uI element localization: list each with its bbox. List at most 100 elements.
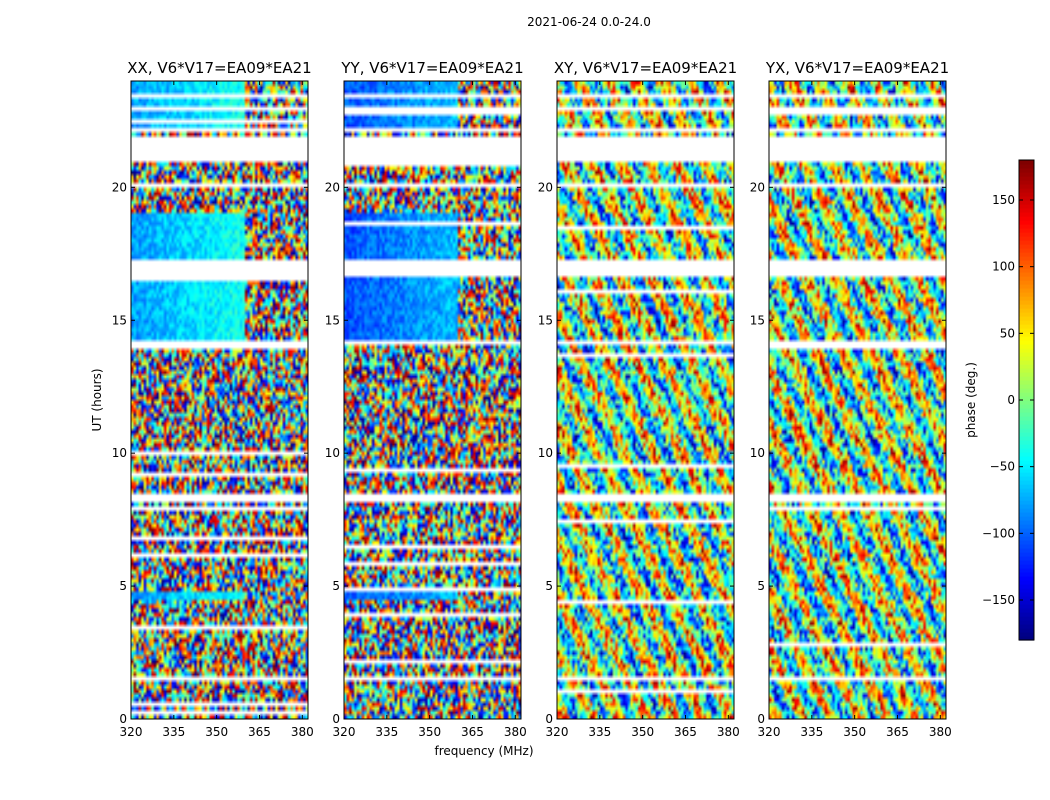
x-tick-label: 320 <box>546 725 569 739</box>
colorbar-segment <box>1019 396 1034 401</box>
colorbar-segment <box>1019 596 1034 601</box>
colorbar-segment <box>1019 628 1034 633</box>
colorbar-segment <box>1019 492 1034 497</box>
colorbar-segment <box>1019 432 1034 437</box>
panel-3: YX, V6*V17=EA09*EA21 320 335 350 365 380 0 5 10 1… <box>750 59 952 739</box>
colorbar-segment <box>1019 520 1034 525</box>
colorbar-segment <box>1019 484 1034 489</box>
y-tick-label: 10 <box>538 446 553 460</box>
colorbar-segment <box>1019 540 1034 545</box>
colorbar-segment <box>1019 632 1034 637</box>
colorbar-segment <box>1019 384 1034 389</box>
colorbar-segment <box>1019 188 1034 193</box>
colorbar-segment <box>1019 176 1034 181</box>
colorbar-segment <box>1019 252 1034 257</box>
x-tick-label: 320 <box>758 725 781 739</box>
panel-2: XY, V6*V17=EA09*EA21 320 335 350 365 380 0 5 10 1… <box>538 59 740 739</box>
x-tick-label: 335 <box>162 725 185 739</box>
x-tick-label: 365 <box>886 725 909 739</box>
colorbar-segment <box>1019 456 1034 461</box>
colorbar-segment <box>1019 240 1034 245</box>
colorbar-segment <box>1019 408 1034 413</box>
colorbar-segment <box>1019 204 1034 209</box>
y-tick-label: 15 <box>325 313 340 327</box>
colorbar-segment <box>1019 164 1034 169</box>
y-tick-label: 10 <box>750 446 765 460</box>
colorbar-segment <box>1019 220 1034 225</box>
colorbar: −150 −100 −50 0 50 100 150 <box>982 159 1035 641</box>
colorbar-segment <box>1019 392 1034 397</box>
colorbar-segment <box>1019 592 1034 597</box>
colorbar-segment <box>1019 400 1034 405</box>
panel-title: YY, V6*V17=EA09*EA21 <box>340 59 523 77</box>
colorbar-segment <box>1019 548 1034 553</box>
phase-heatmap <box>769 81 946 719</box>
colorbar-tick-label: 150 <box>992 193 1015 207</box>
colorbar-segment <box>1019 528 1034 533</box>
colorbar-segment <box>1019 524 1034 529</box>
colorbar-segment <box>1019 464 1034 469</box>
colorbar-segment <box>1019 608 1034 613</box>
colorbar-segment <box>1019 536 1034 541</box>
colorbar-segment <box>1019 260 1034 265</box>
colorbar-segment <box>1019 428 1034 433</box>
colorbar-segment <box>1019 572 1034 577</box>
x-tick-label: 335 <box>800 725 823 739</box>
colorbar-segment <box>1019 300 1034 305</box>
x-tick-label: 350 <box>631 725 654 739</box>
colorbar-segment <box>1019 376 1034 381</box>
colorbar-segment <box>1019 276 1034 281</box>
colorbar-segment <box>1019 560 1034 565</box>
panel-1: YY, V6*V17=EA09*EA21 320 335 350 365 380 0 5 10 1… <box>325 59 527 739</box>
colorbar-segment <box>1019 236 1034 241</box>
colorbar-tick-label: 50 <box>1000 326 1015 340</box>
colorbar-segment <box>1019 304 1034 309</box>
colorbar-segment <box>1019 512 1034 517</box>
colorbar-segment <box>1019 388 1034 393</box>
y-tick-label: 20 <box>325 180 340 194</box>
colorbar-segment <box>1019 424 1034 429</box>
colorbar-segment <box>1019 320 1034 325</box>
y-tick-label: 15 <box>112 313 127 327</box>
y-tick-label: 10 <box>112 446 127 460</box>
panel-title: XX, V6*V17=EA09*EA21 <box>127 59 311 77</box>
colorbar-segment <box>1019 472 1034 477</box>
colorbar-segment <box>1019 348 1034 353</box>
colorbar-segment <box>1019 468 1034 473</box>
y-tick-label: 20 <box>112 180 127 194</box>
panels: XX, V6*V17=EA09*EA21 320 335 350 365 380 0 5 10 1… <box>112 59 952 739</box>
x-tick-label: 350 <box>205 725 228 739</box>
colorbar-segment <box>1019 576 1034 581</box>
y-tick-label: 0 <box>332 712 340 726</box>
colorbar-segment <box>1019 416 1034 421</box>
colorbar-segment <box>1019 372 1034 377</box>
phase-heatmap <box>557 81 734 719</box>
colorbar-segment <box>1019 272 1034 277</box>
phase-heatmap <box>131 81 308 719</box>
colorbar-segment <box>1019 316 1034 321</box>
colorbar-segment <box>1019 588 1034 593</box>
colorbar-tick-label: 100 <box>992 260 1015 274</box>
x-tick-label: 335 <box>375 725 398 739</box>
x-tick-label: 380 <box>504 725 527 739</box>
colorbar-segment <box>1019 420 1034 425</box>
colorbar-segment <box>1019 476 1034 481</box>
colorbar-segment <box>1019 404 1034 409</box>
colorbar-segment <box>1019 436 1034 441</box>
x-tick-label: 350 <box>418 725 441 739</box>
x-tick-label: 380 <box>929 725 952 739</box>
colorbar-segment <box>1019 636 1034 641</box>
figure-title: 2021-06-24 0.0-24.0 <box>527 15 651 29</box>
colorbar-tick-label: −50 <box>990 460 1015 474</box>
colorbar-segment <box>1019 580 1034 585</box>
colorbar-segment <box>1019 616 1034 621</box>
colorbar-segment <box>1019 256 1034 261</box>
colorbar-segment <box>1019 612 1034 617</box>
colorbar-segment <box>1019 488 1034 493</box>
panel-title: XY, V6*V17=EA09*EA21 <box>554 59 737 77</box>
colorbar-segment <box>1019 324 1034 329</box>
colorbar-segment <box>1019 352 1034 357</box>
y-tick-label: 0 <box>757 712 765 726</box>
panel-title: YX, V6*V17=EA09*EA21 <box>765 59 949 77</box>
colorbar-segment <box>1019 624 1034 629</box>
